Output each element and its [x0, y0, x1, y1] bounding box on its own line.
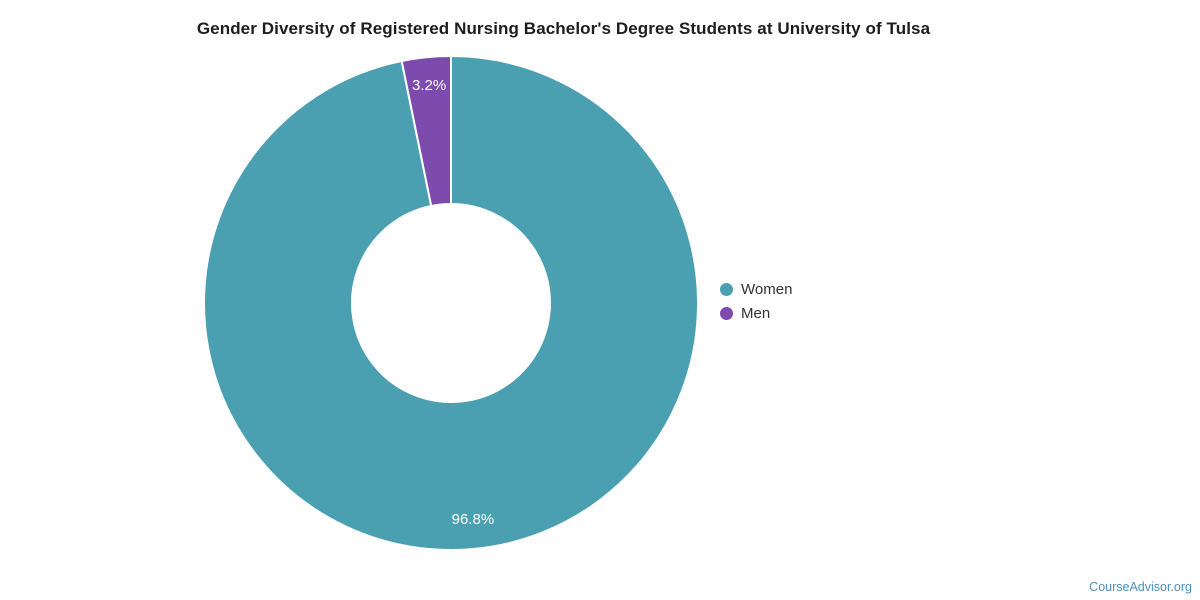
- slice-label-men: 3.2%: [412, 77, 446, 94]
- legend-item-men[interactable]: Men: [720, 305, 792, 322]
- legend-marker-women-icon: [720, 283, 733, 296]
- chart-title: Gender Diversity of Registered Nursing B…: [196, 19, 931, 38]
- legend-marker-men-icon: [720, 307, 733, 320]
- courseadvisor-link[interactable]: CourseAdvisor.org: [1089, 580, 1192, 594]
- legend-label-men: Men: [741, 305, 771, 322]
- legend: Women Men: [720, 281, 792, 322]
- slice-label-women: 96.8%: [452, 511, 495, 528]
- slice-men[interactable]: [400, 55, 452, 207]
- slice-women[interactable]: [203, 55, 699, 551]
- legend-item-women[interactable]: Women: [720, 281, 792, 298]
- legend-label-women: Women: [741, 281, 793, 298]
